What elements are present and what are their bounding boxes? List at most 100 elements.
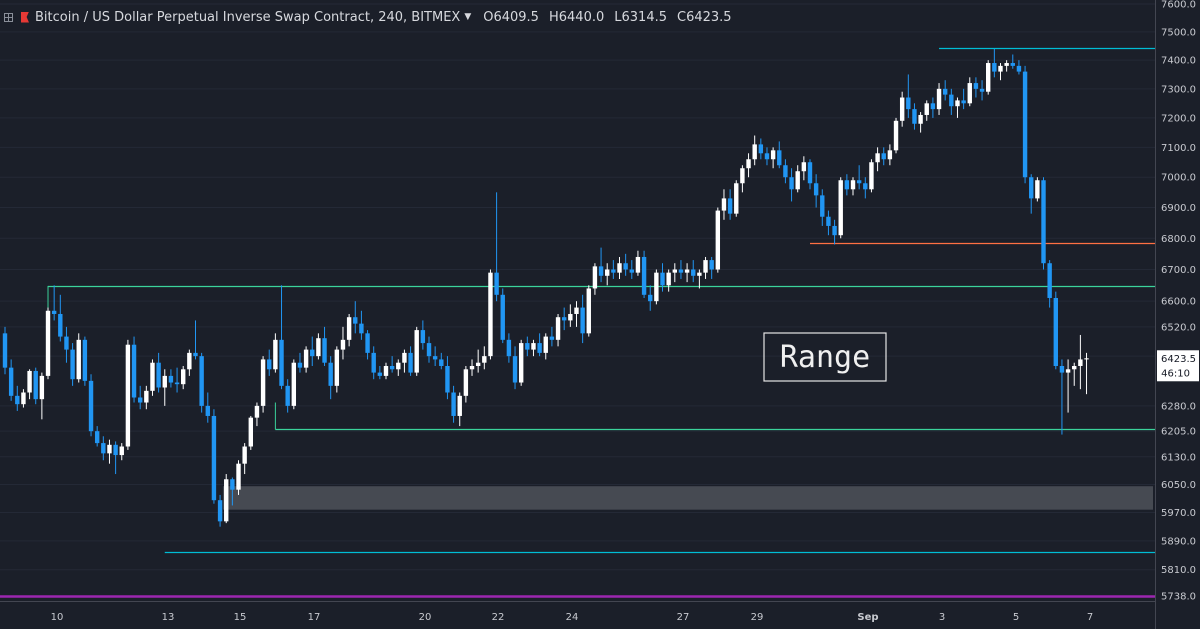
candle [469, 359, 475, 376]
candle [795, 165, 800, 193]
time-tick-label: 27 [677, 612, 690, 623]
time-axis-bg [0, 601, 1155, 629]
price-tick-label: 7400.0 [1161, 56, 1196, 67]
candle [371, 346, 376, 380]
candle [555, 313, 561, 347]
candle [580, 294, 585, 344]
candle [107, 439, 112, 464]
candle [715, 207, 721, 273]
candle [936, 83, 942, 115]
candle [33, 367, 38, 405]
candle [721, 189, 727, 220]
candle [451, 385, 456, 423]
candle [838, 177, 843, 239]
price-tick-label: 5890.0 [1161, 536, 1196, 547]
candle [328, 356, 333, 400]
candle [224, 474, 229, 524]
price-tick-label: 7200.0 [1161, 113, 1196, 124]
candle [605, 263, 610, 286]
candle [396, 359, 401, 376]
candle [150, 359, 155, 396]
symbol-title[interactable]: Bitcoin / US Dollar Perpetual Inverse Sw… [35, 9, 461, 25]
low-value: L6314.5 [614, 9, 667, 25]
candle [291, 359, 297, 410]
candle [260, 356, 266, 413]
candle [875, 147, 880, 172]
candle [617, 256, 622, 279]
time-tick-label: 22 [492, 612, 505, 623]
candles [2, 48, 1089, 527]
candle [758, 138, 764, 160]
candle [174, 367, 180, 393]
candle [930, 97, 936, 118]
price-tick-label: 6900.0 [1161, 203, 1196, 214]
candle [457, 392, 462, 427]
chevron-down-icon[interactable]: ▼ [464, 12, 472, 22]
candle [666, 269, 671, 292]
candle [574, 301, 579, 327]
price-tick-label: 6205.0 [1161, 427, 1196, 438]
price-tick-label: 5970.0 [1161, 508, 1196, 519]
candle [242, 443, 247, 475]
candle [156, 352, 161, 393]
price-tick-label: 6600.0 [1161, 297, 1196, 308]
candle [641, 250, 647, 298]
candle [672, 263, 678, 283]
candle [942, 80, 948, 101]
candle [955, 97, 960, 118]
price-tick-label: 6800.0 [1161, 234, 1196, 245]
candle [777, 141, 782, 169]
candle [592, 263, 598, 295]
high-value: H6440.0 [548, 9, 605, 25]
candle [21, 389, 26, 408]
candle [998, 63, 1003, 81]
candle [949, 88, 954, 115]
candle [770, 147, 776, 169]
time-tick-label: 7 [1087, 612, 1093, 623]
candle [365, 330, 370, 360]
candle [475, 349, 481, 373]
candle [561, 307, 567, 331]
candle [518, 339, 524, 386]
candle [887, 144, 893, 166]
candle [426, 336, 432, 363]
price-tick-label: 7600.0 [1161, 0, 1196, 11]
candle [906, 74, 911, 118]
candle [691, 260, 696, 283]
candle [684, 263, 690, 283]
bar-countdown-label: 46:10 [1161, 368, 1190, 379]
candle [549, 326, 555, 347]
candle [850, 177, 856, 196]
candle [899, 91, 905, 127]
candle [1084, 352, 1089, 395]
time-axis[interactable]: 10 13 15 17 20 22 24 27 29 Sep 3 5 7 [0, 601, 1155, 629]
candle [678, 260, 684, 279]
range-label: Range [780, 340, 870, 375]
candle [199, 352, 204, 413]
candle [654, 269, 659, 305]
candle [101, 436, 106, 461]
range-box[interactable] [763, 332, 887, 382]
candle [383, 362, 389, 380]
grid [0, 3, 1155, 597]
time-tick-label: 5 [1013, 612, 1019, 623]
candle [334, 346, 340, 393]
candle [727, 189, 733, 220]
expand-icon[interactable] [4, 12, 13, 22]
candle [8, 359, 14, 401]
candle [961, 88, 966, 110]
candle [1072, 362, 1077, 386]
candle [205, 392, 210, 423]
candle [297, 352, 303, 373]
candle [531, 339, 536, 357]
price-tick-label: 6280.0 [1161, 401, 1196, 412]
candle [322, 326, 327, 366]
candle [893, 117, 899, 154]
candle [660, 263, 665, 292]
candle [973, 77, 979, 98]
price-tick-label: 6520.0 [1161, 322, 1196, 333]
price-axis[interactable]: 7600.0 7500.0 7400.0 7300.0 7200.0 7100.0 7000… [1155, 0, 1200, 629]
candle [285, 379, 290, 413]
candle [162, 369, 167, 406]
